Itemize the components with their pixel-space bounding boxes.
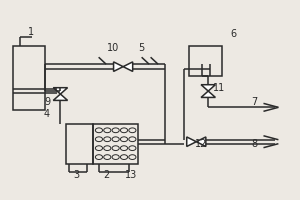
Text: 2: 2	[103, 170, 110, 180]
Text: 1: 1	[28, 27, 34, 37]
Text: 13: 13	[124, 170, 137, 180]
Polygon shape	[187, 137, 196, 146]
Text: 6: 6	[230, 29, 237, 39]
Text: 10: 10	[106, 43, 119, 53]
Polygon shape	[196, 137, 206, 146]
Text: 7: 7	[251, 97, 258, 107]
Text: 3: 3	[74, 170, 80, 180]
Text: 4: 4	[44, 109, 50, 119]
Bar	[66, 124, 93, 164]
Polygon shape	[114, 62, 123, 71]
Polygon shape	[201, 91, 215, 97]
Bar	[93, 124, 138, 164]
Text: 9: 9	[44, 97, 50, 107]
Text: 11: 11	[213, 83, 225, 93]
Polygon shape	[123, 62, 133, 71]
Text: 12: 12	[195, 139, 207, 149]
Bar	[189, 46, 222, 76]
Text: 5: 5	[138, 43, 144, 53]
Polygon shape	[53, 94, 68, 100]
Bar	[13, 46, 46, 110]
Text: 8: 8	[251, 139, 258, 149]
Polygon shape	[53, 88, 68, 94]
Polygon shape	[201, 85, 215, 91]
